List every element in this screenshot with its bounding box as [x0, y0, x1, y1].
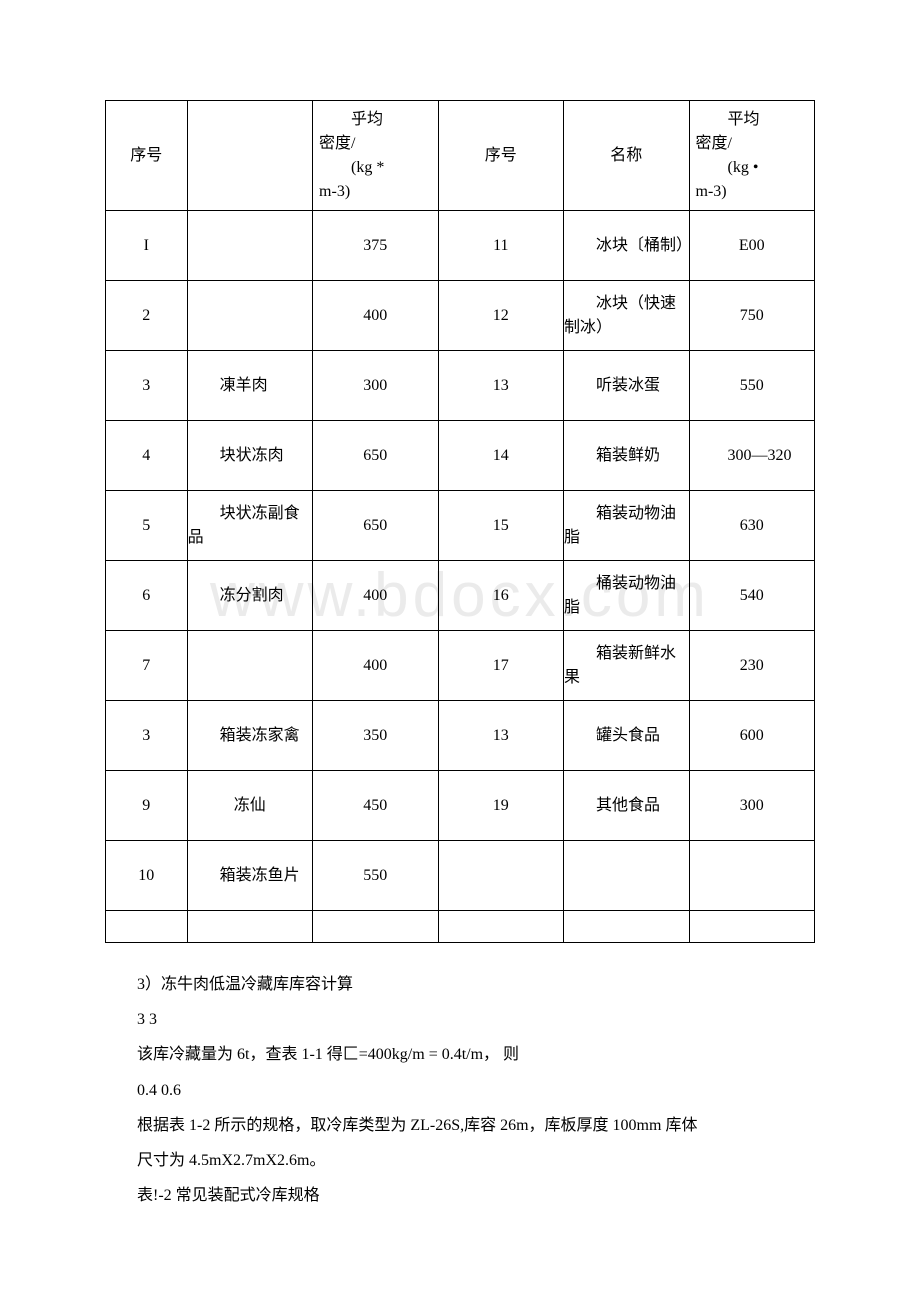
cell-name: 冰块（快速制冰） — [564, 281, 689, 351]
table-row: 7 400 17 箱装新鲜水果 230 — [106, 631, 815, 701]
table-row: 5 块状冻副食品 650 15 箱装动物油脂 630 — [106, 491, 815, 561]
cell-seq: 13 — [438, 351, 563, 421]
cell-seq: 2 — [106, 281, 188, 351]
paragraph: 该库冷藏量为 6t，查表 1-1 得匚=400kg/m = 0.4t/m， 则 — [105, 1037, 815, 1072]
cell-density: 300 — [689, 771, 815, 841]
cell-density: 300 — [313, 351, 438, 421]
cell-name: 罐头食品 — [564, 701, 689, 771]
paragraph: 3 3 — [105, 1002, 815, 1037]
cell-seq: 4 — [106, 421, 188, 491]
cell-seq: 6 — [106, 561, 188, 631]
paragraph: 3）冻牛肉低温冷藏库库容计算 — [105, 967, 815, 1002]
table-row: 4 块状冻肉 650 14 箱装鲜奶 300—320 — [106, 421, 815, 491]
cell-name: 冻仙 — [187, 771, 312, 841]
cell-seq: 12 — [438, 281, 563, 351]
cell-seq: 11 — [438, 211, 563, 281]
body-text-block: 3）冻牛肉低温冷藏库库容计算 3 3 该库冷藏量为 6t，查表 1-1 得匚=4… — [105, 967, 815, 1213]
paragraph: 表!-2 常见装配式冷库规格 — [105, 1178, 815, 1213]
cell-seq: 15 — [438, 491, 563, 561]
cell-seq: 10 — [106, 841, 188, 911]
paragraph: 根据表 1-2 所示的规格，取冷库类型为 ZL-26S,库容 26m，库板厚度 … — [105, 1108, 815, 1143]
header-name-b: 名称 — [564, 101, 689, 211]
cell-name: 箱装鲜奶 — [564, 421, 689, 491]
table-row: 6 冻分割肉 400 16 桶装动物油脂 540 — [106, 561, 815, 631]
cell-seq: 9 — [106, 771, 188, 841]
cell-empty — [187, 911, 312, 943]
cell-seq: 13 — [438, 701, 563, 771]
cell-seq: 16 — [438, 561, 563, 631]
header-seq-a: 序号 — [106, 101, 188, 211]
cell-name — [187, 211, 312, 281]
cell-empty — [564, 911, 689, 943]
cell-density: 650 — [313, 421, 438, 491]
density-table: 序号 乎均 密度/ (kg * m-3) 序号 名称 平均 密度/ (kg • … — [105, 100, 815, 943]
cell-name — [187, 281, 312, 351]
cell-seq: 14 — [438, 421, 563, 491]
header-density-b: 平均 密度/ (kg • m-3) — [689, 101, 815, 211]
cell-name: 箱装新鲜水果 — [564, 631, 689, 701]
cell-density: 450 — [313, 771, 438, 841]
cell-empty — [438, 911, 563, 943]
table-row: 3 箱装冻家禽 350 13 罐头食品 600 — [106, 701, 815, 771]
header-seq-b: 序号 — [438, 101, 563, 211]
cell-name: 听装冰蛋 — [564, 351, 689, 421]
cell-name: 箱装动物油脂 — [564, 491, 689, 561]
cell-density: 750 — [689, 281, 815, 351]
cell-density: E00 — [689, 211, 815, 281]
cell-density: 300—320 — [689, 421, 815, 491]
cell-seq: 19 — [438, 771, 563, 841]
header-density-a: 乎均 密度/ (kg * m-3) — [313, 101, 438, 211]
cell-name: 其他食品 — [564, 771, 689, 841]
table-row: 3 凍羊肉 300 13 听装冰蛋 550 — [106, 351, 815, 421]
cell-seq: 17 — [438, 631, 563, 701]
cell-name: 块状冻副食品 — [187, 491, 312, 561]
cell-name: 冻分割肉 — [187, 561, 312, 631]
paragraph: 尺寸为 4.5mX2.7mX2.6m。 — [105, 1143, 815, 1178]
cell-density: 550 — [689, 351, 815, 421]
cell-seq — [438, 841, 563, 911]
table-row: 2 400 12 冰块（快速制冰） 750 — [106, 281, 815, 351]
header-name-a — [187, 101, 312, 211]
cell-name: 桶装动物油脂 — [564, 561, 689, 631]
table-row: 10 箱装冻鱼片 550 — [106, 841, 815, 911]
table-row: I 375 11 冰块〔桶制） E00 — [106, 211, 815, 281]
cell-empty — [106, 911, 188, 943]
cell-density: 400 — [313, 561, 438, 631]
cell-seq: 3 — [106, 701, 188, 771]
cell-name: 凍羊肉 — [187, 351, 312, 421]
cell-seq: I — [106, 211, 188, 281]
cell-name: 块状冻肉 — [187, 421, 312, 491]
cell-density: 400 — [313, 631, 438, 701]
cell-seq: 7 — [106, 631, 188, 701]
cell-density: 550 — [313, 841, 438, 911]
cell-seq: 5 — [106, 491, 188, 561]
cell-density: 350 — [313, 701, 438, 771]
cell-density: 650 — [313, 491, 438, 561]
cell-name: 箱装冻鱼片 — [187, 841, 312, 911]
cell-density: 540 — [689, 561, 815, 631]
table-spacer-row — [106, 911, 815, 943]
cell-density: 630 — [689, 491, 815, 561]
cell-density: 375 — [313, 211, 438, 281]
paragraph: 0.4 0.6 — [105, 1073, 815, 1108]
table-row: 9 冻仙 450 19 其他食品 300 — [106, 771, 815, 841]
cell-empty — [689, 911, 815, 943]
cell-density — [689, 841, 815, 911]
cell-name — [187, 631, 312, 701]
cell-empty — [313, 911, 438, 943]
cell-density: 400 — [313, 281, 438, 351]
cell-name — [564, 841, 689, 911]
cell-name: 箱装冻家禽 — [187, 701, 312, 771]
cell-seq: 3 — [106, 351, 188, 421]
table-header-row: 序号 乎均 密度/ (kg * m-3) 序号 名称 平均 密度/ (kg • … — [106, 101, 815, 211]
cell-name: 冰块〔桶制） — [564, 211, 689, 281]
cell-density: 600 — [689, 701, 815, 771]
cell-density: 230 — [689, 631, 815, 701]
